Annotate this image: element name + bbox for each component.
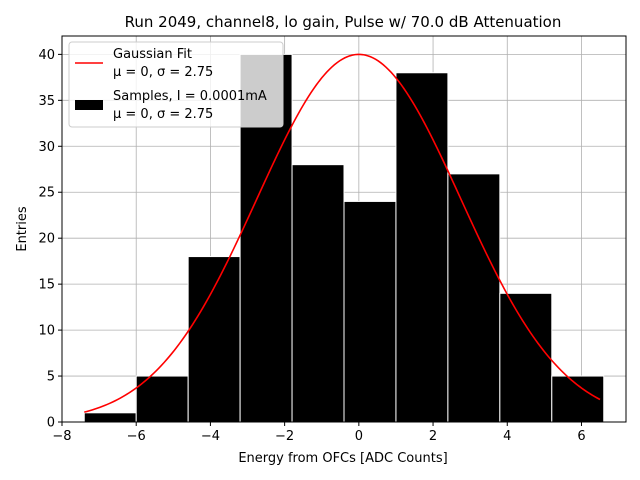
- histogram-bar: [83, 412, 137, 423]
- histogram-bar: [447, 173, 501, 423]
- x-axis-label: Energy from OFCs [ADC Counts]: [238, 451, 447, 466]
- x-axis-ticks: −8 −6 −4 −2 0 2 4 6: [52, 422, 586, 444]
- legend-histogram-swatch: [75, 100, 103, 110]
- x-tick-label: −4: [201, 429, 220, 444]
- legend: Gaussian Fit μ = 0, σ = 2.75 Samples, I …: [68, 41, 284, 128]
- y-tick-label: 25: [38, 186, 55, 201]
- histogram-bar: [187, 256, 241, 423]
- y-tick-label: 30: [38, 140, 55, 155]
- legend-box: [68, 41, 284, 128]
- y-tick-label: 15: [38, 278, 55, 293]
- chart-title: Run 2049, channel8, lo gain, Pulse w/ 70…: [125, 13, 562, 31]
- x-tick-label: −8: [52, 429, 71, 444]
- legend-fit-label: Gaussian Fit: [113, 47, 192, 62]
- x-tick-label: 0: [355, 429, 363, 444]
- y-tick-label: 20: [38, 232, 55, 247]
- plot-frame: [61, 35, 627, 423]
- y-axis-label: Entries: [15, 206, 30, 252]
- histogram-bar: [395, 72, 449, 423]
- histogram-bar: [551, 375, 605, 423]
- legend-histogram-stats: μ = 0, σ = 2.75: [113, 107, 213, 122]
- x-tick-label: 4: [503, 429, 511, 444]
- x-tick-label: −2: [275, 429, 294, 444]
- x-tick-label: −6: [127, 429, 146, 444]
- x-tick-label: 2: [429, 429, 437, 444]
- y-tick-label: 10: [38, 324, 55, 339]
- histogram-bar: [343, 200, 397, 423]
- histogram-bar: [291, 164, 345, 423]
- gaussian-fit-curve: [84, 53, 601, 413]
- y-tick-label: 5: [47, 370, 55, 385]
- legend-fit-stats: μ = 0, σ = 2.75: [113, 65, 213, 80]
- y-tick-label: 35: [38, 94, 55, 109]
- histogram-bar: [135, 375, 189, 423]
- legend-histogram-label: Samples, I = 0.0001mA: [113, 89, 267, 104]
- y-tick-label: 40: [38, 48, 55, 63]
- x-tick-label: 6: [577, 429, 585, 444]
- y-axis-ticks: 0 5 10 15 20 25 30 35 40: [38, 48, 62, 431]
- y-tick-label: 0: [47, 416, 55, 431]
- histogram-bar: [499, 292, 553, 423]
